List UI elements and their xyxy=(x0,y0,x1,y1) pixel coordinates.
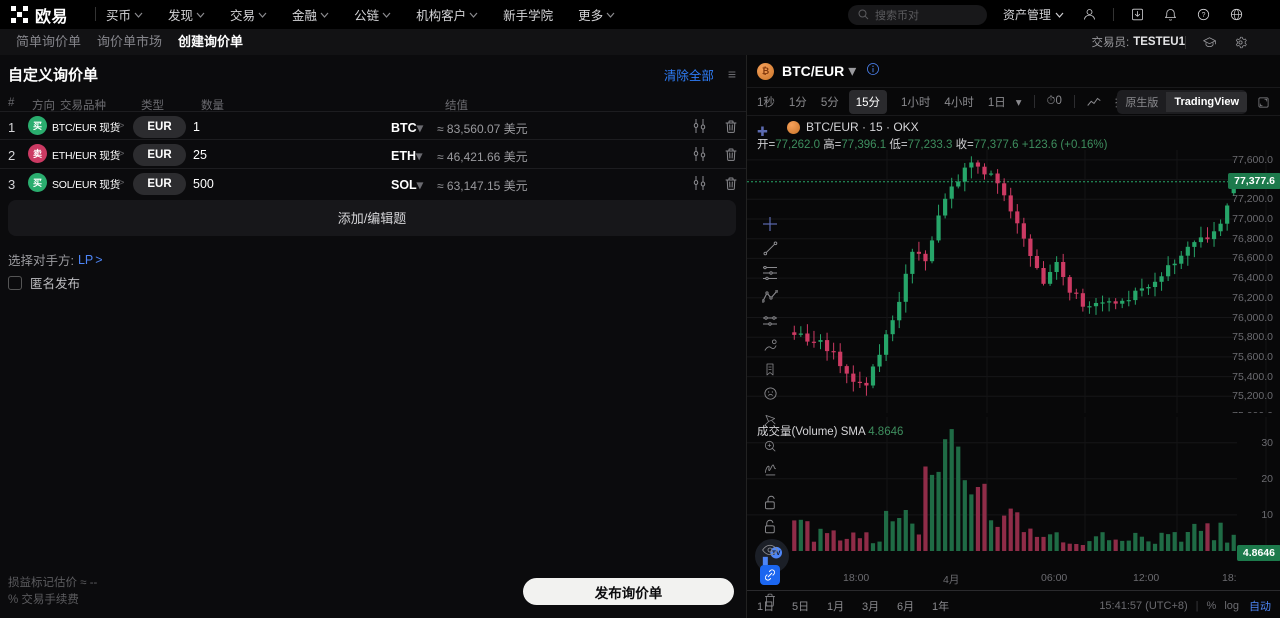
svg-text:?: ? xyxy=(1202,12,1206,19)
